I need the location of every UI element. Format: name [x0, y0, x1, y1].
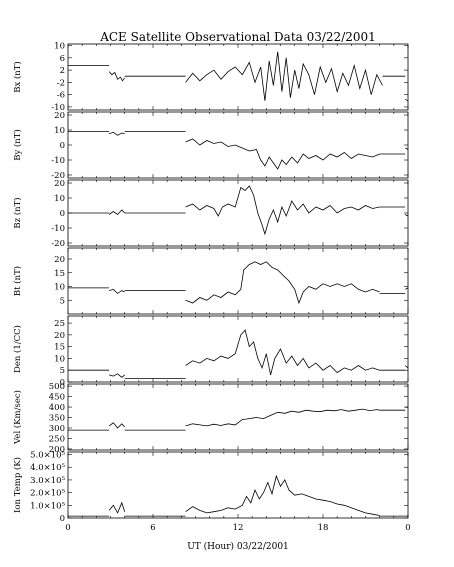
y-tick-label: -2: [57, 78, 65, 88]
panel-frame: [67, 111, 409, 179]
y-axis-label: Ion Temp (K): [12, 457, 23, 513]
panel-2: 20 10 0 -10 -20 By (nT): [12, 111, 409, 181]
series-line: [108, 288, 125, 294]
y-axis-label: Bx (nT): [12, 61, 23, 93]
series-line: [108, 422, 125, 429]
series-line: [108, 373, 125, 378]
series-line: [185, 185, 380, 236]
y-tick-label: -10: [51, 156, 65, 166]
series-line: [108, 501, 126, 514]
series-line: [108, 71, 126, 82]
series-line: [405, 214, 409, 217]
y-tick-label: 20: [54, 331, 65, 341]
y-tick-label: 4.0×10⁵: [30, 463, 65, 473]
y-tick-label: 3.0×10⁵: [30, 476, 65, 486]
series-line: [185, 329, 380, 375]
y-tick-label: 10: [54, 354, 65, 364]
x-tick-label: 12: [233, 523, 244, 533]
y-tick-label: 450: [49, 393, 65, 403]
y-tick-label: 0: [60, 378, 65, 388]
series-line: [405, 147, 409, 150]
y-tick-label: 25: [54, 319, 65, 329]
series-line: [108, 209, 125, 216]
series-line: [185, 474, 380, 516]
x-tick-label: 0: [405, 523, 410, 533]
panel-frame: [67, 451, 409, 519]
chart-title: ACE Satellite Observational Data 03/22/2…: [99, 30, 376, 44]
y-tick-label: 6: [60, 54, 65, 64]
y-tick-label: 5: [60, 366, 65, 376]
y-tick-label: 5.0×10⁵: [30, 451, 65, 461]
panel-1: 10 6 2 -2 -6 -10 Bx (nT): [12, 42, 409, 113]
series-line: [108, 131, 125, 136]
y-tick-label: 0: [60, 514, 65, 524]
y-tick-label: 10: [54, 283, 65, 293]
y-tick-label: -10: [51, 103, 65, 113]
y-tick-label: 20: [54, 255, 65, 265]
panel-4: 20 15 10 5 Bt (nT): [12, 247, 409, 315]
y-tick-label: 10: [54, 194, 65, 204]
y-tick-label: 2.0×10⁵: [30, 489, 65, 499]
y-tick-label: 5: [60, 296, 65, 306]
y-axis-label: Den (1/CC): [12, 325, 23, 373]
panel-3: 20 10 0 -10 -20 Bz (nT): [12, 179, 409, 249]
y-tick-label: 200: [49, 445, 65, 455]
y-tick-label: 2: [60, 66, 65, 76]
y-axis-label: Vel (Km/sec): [12, 390, 23, 445]
x-tick-label: 6: [150, 523, 155, 533]
y-tick-label: 400: [49, 403, 65, 413]
y-tick-label: 10: [54, 42, 65, 52]
x-tick-label: 0: [65, 523, 70, 533]
y-tick-label: 250: [49, 434, 65, 444]
y-tick-label: 0: [60, 209, 65, 219]
series-line: [405, 406, 409, 408]
series-line: [405, 287, 409, 290]
y-tick-label: 500: [49, 382, 65, 392]
y-tick-label: 20: [54, 111, 65, 121]
y-tick-label: -6: [57, 91, 65, 101]
series-line: [185, 138, 380, 170]
y-tick-label: -20: [51, 239, 65, 249]
panel-frame: [67, 247, 409, 315]
y-tick-label: 300: [49, 424, 65, 434]
panel-7: 5.0×10⁵ 4.0×10⁵ 3.0×10⁵ 2.0×10⁵ 1.0×10⁵ 0 Ion …: [12, 451, 409, 524]
y-axis-label: Bz (nT): [12, 197, 23, 228]
y-tick-label: 350: [49, 414, 65, 424]
y-tick-label: 15: [54, 343, 65, 353]
series-line: [185, 408, 380, 427]
series-line: [185, 51, 383, 101]
panel-frame: [67, 315, 409, 383]
series-line: [405, 98, 409, 102]
y-tick-label: 1.0×10⁵: [30, 501, 65, 511]
y-axis-label: By (nT): [12, 129, 23, 161]
y-tick-label: -10: [51, 224, 65, 234]
y-tick-label: 15: [54, 269, 65, 279]
series-line: [185, 261, 380, 305]
series-line: [404, 365, 409, 369]
y-tick-label: -20: [51, 171, 65, 181]
x-tick-label: 18: [318, 523, 329, 533]
panel-frame: [67, 383, 409, 451]
y-tick-label: 10: [54, 126, 65, 136]
y-tick-label: 0: [60, 141, 65, 151]
y-axis-label: Bt (nT): [12, 266, 23, 296]
y-tick-label: 20: [54, 179, 65, 189]
x-axis-label: UT (Hour) 03/22/2001: [187, 541, 289, 552]
